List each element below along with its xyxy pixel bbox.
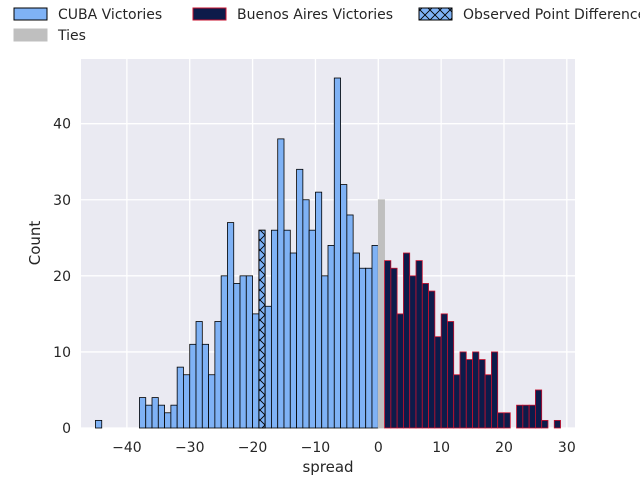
buenos-aires-victories-bar	[491, 351, 499, 429]
buenos-aires-victories-bar	[396, 313, 404, 429]
cuba-victories-bar	[308, 229, 316, 429]
cuba-victories-bar	[352, 252, 360, 429]
buenos-aires-victories-bar	[428, 290, 436, 429]
buenos-aires-victories-bar	[447, 321, 455, 429]
y-tick-label: 0	[62, 421, 71, 437]
cuba-victories-bar	[277, 138, 285, 429]
y-tick-label: 20	[53, 269, 71, 285]
x-tick-label: 10	[432, 440, 450, 456]
buenos-aires-victories-bar	[440, 313, 448, 429]
x-tick-labels: −40 −30 −20 −10 0 10 20 30	[112, 440, 576, 456]
buenos-aires-victories-bar	[415, 260, 423, 429]
cuba-victories-bar	[183, 374, 191, 429]
cuba-victories-bar	[321, 275, 329, 429]
cuba-victories-bar	[145, 404, 153, 429]
buenos-aires-victories-bar	[528, 404, 536, 429]
cuba-victories-bar	[239, 275, 247, 429]
x-tick-label: 0	[374, 440, 383, 456]
cuba-victories-bar	[227, 222, 235, 429]
x-tick-label: −30	[175, 440, 205, 456]
buenos-aires-victories-bar	[421, 283, 429, 429]
buenos-aires-victories-bar	[384, 260, 392, 429]
buenos-aires-victories-bar	[453, 374, 461, 429]
buenos-aires-victories-bar	[497, 412, 505, 429]
buenos-aires-victories-bar	[403, 252, 411, 429]
buenos-aires-victories-bar	[465, 359, 473, 429]
cuba-victories-bar	[346, 214, 354, 429]
legend-item: CUBA Victories	[13, 7, 162, 23]
cuba-victories-bar	[164, 412, 172, 429]
cuba-victories-bar	[327, 245, 335, 429]
legend-item: Observed Point Difference	[418, 7, 640, 23]
cuba-victories-bar	[296, 168, 304, 429]
y-tick-label: 30	[53, 193, 71, 209]
x-tick-label: −20	[238, 440, 268, 456]
cuba-victories-bar	[333, 77, 341, 429]
buenos-aires-victories-bar	[459, 351, 467, 429]
buenos-aires-victories-bar	[541, 419, 549, 429]
cuba-victories-bar	[315, 191, 323, 429]
cuba-victories-bar	[283, 229, 291, 429]
buenos-aires-victories-bar	[484, 374, 492, 429]
observed-point-difference-bar	[258, 229, 266, 429]
cuba-victories-bar	[139, 397, 147, 429]
legend-item: Buenos Aires Victories	[192, 7, 393, 23]
legend-hatch	[418, 7, 453, 21]
buenos-aires-victories-bar	[434, 336, 442, 429]
cuba-victories-bar	[95, 419, 103, 429]
cuba-victories-bar	[233, 283, 241, 429]
buenos-aires-victories-bar	[516, 404, 524, 429]
legend-item: Ties	[13, 28, 86, 44]
buenos-aires-victories-bar	[535, 389, 543, 429]
legend-label: Ties	[57, 28, 86, 44]
cuba-victories-bar	[214, 321, 222, 429]
ties-bar	[377, 199, 385, 429]
buenos-aires-victories-bar	[522, 404, 530, 429]
legend-label: Buenos Aires Victories	[237, 7, 393, 23]
x-tick-label: −40	[112, 440, 142, 456]
y-axis-label: Count	[26, 221, 44, 266]
cuba-victories-bar	[371, 245, 379, 429]
legend-swatch	[13, 28, 48, 42]
buenos-aires-victories-bar	[390, 267, 398, 429]
buenos-aires-victories-bar	[503, 412, 511, 429]
legend-swatch	[13, 7, 48, 21]
cuba-victories-bar	[340, 184, 348, 429]
cuba-victories-bar	[302, 199, 310, 429]
x-tick-label: −10	[301, 440, 331, 456]
y-tick-label: 10	[53, 345, 71, 361]
x-tick-label: 20	[495, 440, 513, 456]
legend-label: CUBA Victories	[58, 7, 162, 23]
cuba-victories-bar	[195, 321, 203, 429]
cuba-victories-bar	[151, 397, 159, 429]
cuba-victories-bar	[271, 229, 279, 429]
legend-swatch	[192, 7, 227, 21]
cuba-victories-bar	[245, 275, 253, 429]
buenos-aires-victories-bar	[409, 275, 417, 429]
cuba-victories-bar	[289, 252, 297, 429]
cuba-victories-bar	[176, 366, 184, 429]
cuba-victories-bar	[189, 343, 197, 429]
cuba-victories-bar	[157, 404, 165, 429]
cuba-victories-bar	[359, 267, 367, 429]
x-tick-label: 30	[558, 440, 576, 456]
x-axis-label: spread	[302, 458, 353, 476]
cuba-victories-bar	[201, 343, 209, 429]
y-tick-label: 40	[53, 117, 71, 133]
observed-point-difference-mark	[258, 229, 266, 429]
y-tick-labels: 0 10 20 30 40	[53, 117, 71, 437]
buenos-aires-victories-bar	[472, 351, 480, 429]
buenos-aires-victories-bar	[478, 359, 486, 429]
cuba-victories-bar	[264, 305, 272, 429]
cuba-victories-bar	[220, 275, 228, 429]
chart-legend: CUBA Victories Buenos Aires Victories Obse…	[13, 7, 640, 44]
cuba-victories-bar	[365, 267, 373, 429]
legend-label: Observed Point Difference	[463, 7, 640, 23]
cuba-victories-bar	[208, 374, 216, 429]
cuba-victories-bar	[170, 404, 178, 429]
cuba-victories-bar	[252, 313, 260, 429]
buenos-aires-victories-bar	[553, 419, 561, 429]
